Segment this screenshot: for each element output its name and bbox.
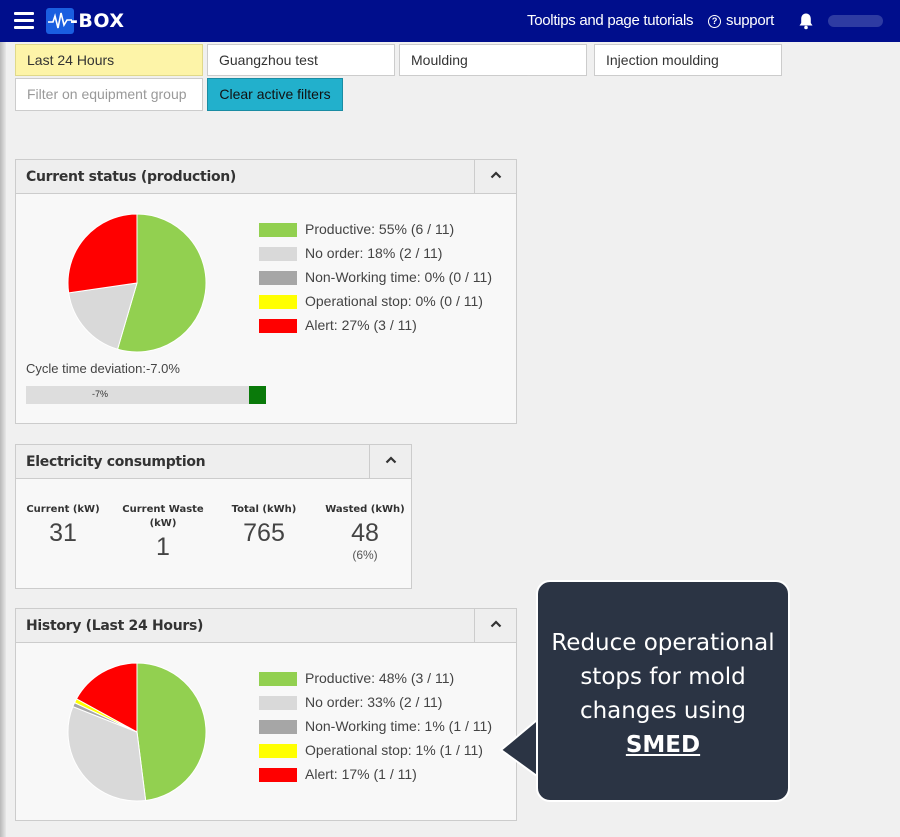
legend-label: Operational stop: 1% (1 / 11) xyxy=(305,742,483,758)
collapse-button[interactable] xyxy=(369,445,411,478)
cycle-time-deviation-bar: -7% xyxy=(26,386,266,404)
logo-text: -BOX xyxy=(70,10,125,32)
legend-swatch xyxy=(259,720,297,734)
panel-header: Electricity consumption xyxy=(16,445,411,479)
legend-swatch xyxy=(259,223,297,237)
electricity-current: Current (kW) 31 xyxy=(18,503,108,548)
time-range-filter[interactable]: Last 24 Hours xyxy=(15,44,203,76)
collapse-button[interactable] xyxy=(474,609,516,642)
legend-swatch xyxy=(259,696,297,710)
pie-slice-4[interactable] xyxy=(67,213,138,294)
chevron-up-icon xyxy=(490,620,502,628)
hamburger-menu-icon[interactable] xyxy=(14,12,34,29)
pie-slice-0[interactable] xyxy=(116,213,207,353)
electricity-wasted-label: Wasted (kWh) xyxy=(325,504,405,515)
support-label: support xyxy=(726,12,774,29)
legend-label: No order: 33% (2 / 11) xyxy=(305,694,443,710)
tutorials-link[interactable]: Tooltips and page tutorials xyxy=(527,12,694,29)
app-logo[interactable]: -BOX xyxy=(46,6,126,36)
panel-header: Current status (production) xyxy=(16,160,516,194)
electricity-total-label: Total (kWh) xyxy=(231,504,297,515)
legend-swatch xyxy=(259,768,297,782)
panel-header: History (Last 24 Hours) xyxy=(16,609,516,643)
history-panel: History (Last 24 Hours) Productive: 48% … xyxy=(15,608,517,821)
legend-swatch xyxy=(259,672,297,686)
legend-swatch xyxy=(259,271,297,285)
page-left-edge xyxy=(0,42,6,837)
legend-label: Productive: 55% (6 / 11) xyxy=(305,221,455,237)
legend-swatch xyxy=(259,247,297,261)
panel-title: Current status (production) xyxy=(26,169,237,185)
electricity-current-waste-value: 1 xyxy=(156,533,170,561)
pie-slice-1[interactable] xyxy=(67,705,147,802)
user-menu[interactable] xyxy=(828,15,883,27)
legend-label: Non-Working time: 1% (1 / 11) xyxy=(305,718,492,734)
current-status-pie-chart xyxy=(67,213,207,353)
callout-message: Reduce operational stops for mold change… xyxy=(551,630,775,724)
current-status-panel: Current status (production) Productive: … xyxy=(15,159,517,424)
collapse-button[interactable] xyxy=(474,160,516,193)
panel-title: Electricity consumption xyxy=(26,454,206,470)
process-filter[interactable]: Moulding xyxy=(399,44,587,76)
site-filter[interactable]: Guangzhou test xyxy=(207,44,395,76)
smed-link[interactable]: SMED xyxy=(625,732,701,758)
legend-label: Operational stop: 0% (0 / 11) xyxy=(305,293,483,309)
top-navigation-bar: -BOX Tooltips and page tutorials ? suppor… xyxy=(0,0,900,42)
question-circle-icon: ? xyxy=(708,15,721,28)
electricity-current-waste-label: Current Waste (kW) xyxy=(122,504,204,529)
callout-text: Reduce operational stops for mold change… xyxy=(538,626,788,762)
electricity-wasted-percent: (6%) xyxy=(352,548,378,562)
logo-mark-icon xyxy=(46,8,74,34)
bell-icon[interactable] xyxy=(797,12,815,30)
legend-label: Non-Working time: 0% (0 / 11) xyxy=(305,269,492,285)
legend-swatch xyxy=(259,319,297,333)
panel-title: History (Last 24 Hours) xyxy=(26,618,204,634)
pie-slice-4[interactable] xyxy=(75,662,138,733)
cycle-time-deviation-label: Cycle time deviation:-7.0% xyxy=(26,361,180,376)
electricity-wasted: Wasted (kWh) 48 (6%) xyxy=(320,503,410,562)
electricity-current-label: Current (kW) xyxy=(26,504,100,515)
electricity-total-value: 765 xyxy=(243,519,285,547)
legend-label: Alert: 27% (3 / 11) xyxy=(305,317,417,333)
callout-arrow xyxy=(499,718,538,778)
electricity-current-waste: Current Waste (kW) 1 xyxy=(118,503,208,562)
chevron-up-icon xyxy=(490,171,502,179)
legend-label: No order: 18% (2 / 11) xyxy=(305,245,443,261)
tutorial-callout: Reduce operational stops for mold change… xyxy=(536,580,790,802)
legend-swatch xyxy=(259,295,297,309)
equipment-group-filter[interactable]: Filter on equipment group xyxy=(15,78,203,111)
clear-filters-button[interactable]: Clear active filters xyxy=(207,78,343,111)
legend-label: Alert: 17% (1 / 11) xyxy=(305,766,417,782)
legend-swatch xyxy=(259,744,297,758)
cycle-bar-text: -7% xyxy=(91,389,108,399)
subprocess-filter[interactable]: Injection moulding xyxy=(594,44,782,76)
legend-label: Productive: 48% (3 / 11) xyxy=(305,670,455,686)
pie-slice-0[interactable] xyxy=(136,662,207,802)
history-pie-chart xyxy=(67,662,207,802)
pie-slice-1[interactable] xyxy=(68,282,138,350)
electricity-total: Total (kWh) 765 xyxy=(219,503,309,548)
support-link[interactable]: ? support xyxy=(708,12,774,29)
electricity-current-value: 31 xyxy=(49,519,77,547)
chevron-up-icon xyxy=(385,456,397,464)
electricity-wasted-value: 48 xyxy=(351,519,379,547)
electricity-panel: Electricity consumption Current (kW) 31 … xyxy=(15,444,412,589)
cycle-deviation-marker xyxy=(249,386,266,404)
